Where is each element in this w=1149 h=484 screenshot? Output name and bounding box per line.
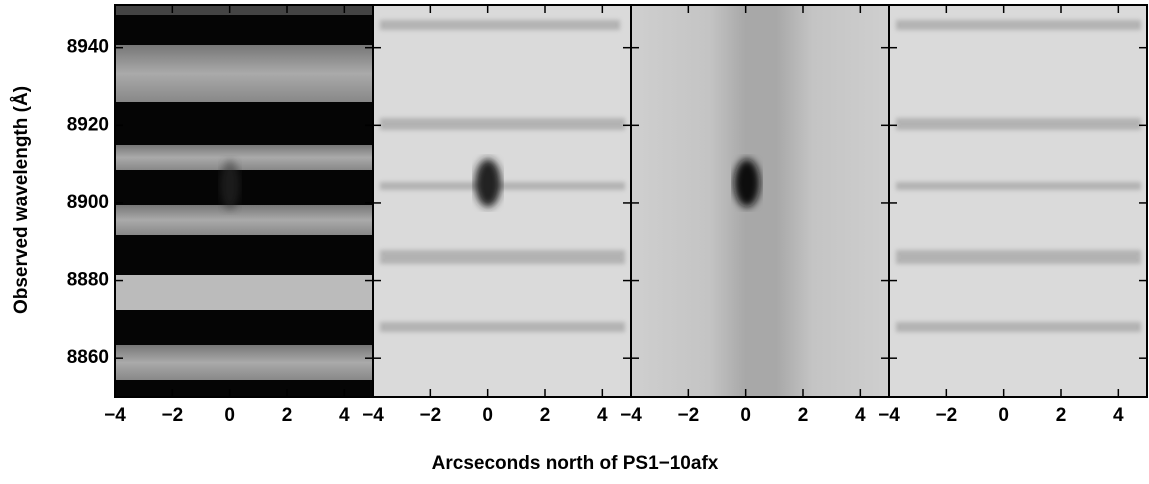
x-tick-label: −4 [362,405,384,426]
x-tick-label: −4 [620,405,642,426]
x-tick-label: 4 [597,405,608,426]
x-axis-label: Arcseconds north of PS1−10afx [432,453,719,474]
x-tick-label: 4 [1113,405,1124,426]
panel-frame [888,4,1148,398]
y-axis-label: Observed wavelength (Å) [11,86,32,314]
x-tick-label: 2 [540,405,551,426]
x-tick-label: 0 [224,405,235,426]
x-tick-label: 2 [282,405,293,426]
x-tick-label: −4 [104,405,126,426]
x-tick-label: −2 [935,405,957,426]
y-tick-label: 8880 [67,270,109,291]
y-tick-label: 8940 [67,37,109,58]
x-tick-label: 2 [798,405,809,426]
y-tick-label: 8860 [67,347,109,368]
x-tick-label: 4 [339,405,350,426]
x-tick-label: −2 [419,405,441,426]
x-tick-label: 2 [1056,405,1067,426]
panel-image [890,5,1147,397]
x-tick-label: −2 [161,405,183,426]
x-tick-label: 0 [998,405,1009,426]
y-tick-label: 8920 [67,114,109,135]
panel-image [115,5,373,397]
y-tick-label: 8900 [67,192,109,213]
x-tick-label: −2 [677,405,699,426]
panel-image [373,5,632,397]
x-tick-label: −4 [878,405,900,426]
x-tick-label: 0 [482,405,493,426]
x-tick-label: 4 [855,405,866,426]
x-tick-label: 0 [740,405,751,426]
panel-image [632,5,890,397]
